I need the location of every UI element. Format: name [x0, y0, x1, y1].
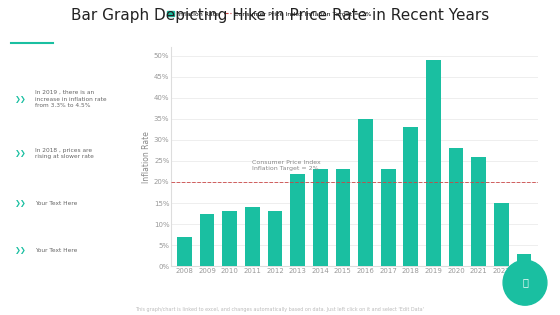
- Text: ❯❯: ❯❯: [15, 96, 26, 103]
- Text: This graph/chart is linked to excel, and changes automatically based on data. Ju: This graph/chart is linked to excel, and…: [136, 307, 424, 312]
- Bar: [494, 203, 508, 266]
- Y-axis label: Inflation Rate: Inflation Rate: [142, 131, 151, 183]
- Bar: [222, 211, 237, 266]
- Bar: [449, 148, 464, 266]
- Legend: Inflation Rate, Consumer Price Index Inflation Target = 2%: Inflation Rate, Consumer Price Index Inf…: [166, 11, 371, 16]
- Text: Your Text Here: Your Text Here: [35, 201, 78, 206]
- Bar: [245, 207, 260, 266]
- Bar: [358, 119, 373, 266]
- Bar: [313, 169, 328, 266]
- Bar: [290, 174, 305, 266]
- Bar: [517, 254, 531, 266]
- Text: ❯❯: ❯❯: [15, 150, 26, 157]
- Bar: [200, 214, 214, 266]
- Bar: [268, 211, 282, 266]
- Text: Consumer Price Index
Inflation Target = 2%: Consumer Price Index Inflation Target = …: [253, 160, 321, 171]
- Bar: [381, 169, 395, 266]
- Bar: [177, 237, 192, 266]
- Text: ❯❯: ❯❯: [15, 247, 26, 254]
- Bar: [472, 157, 486, 266]
- Circle shape: [503, 260, 547, 305]
- Text: 📋: 📋: [522, 277, 528, 287]
- Text: In 2019 , there is an
increase in inflation rate
from 3.3% to 4.5%: In 2019 , there is an increase in inflat…: [35, 90, 107, 108]
- Text: Bar Graph Depicting Hike in Price Rate in Recent Years: Bar Graph Depicting Hike in Price Rate i…: [71, 8, 489, 23]
- Bar: [426, 60, 441, 266]
- Text: ❯❯: ❯❯: [15, 200, 26, 207]
- Bar: [335, 169, 350, 266]
- Bar: [403, 127, 418, 266]
- Text: Your Text Here: Your Text Here: [35, 248, 78, 253]
- Text: In 2018 , prices are
rising at slower rate: In 2018 , prices are rising at slower ra…: [35, 148, 94, 159]
